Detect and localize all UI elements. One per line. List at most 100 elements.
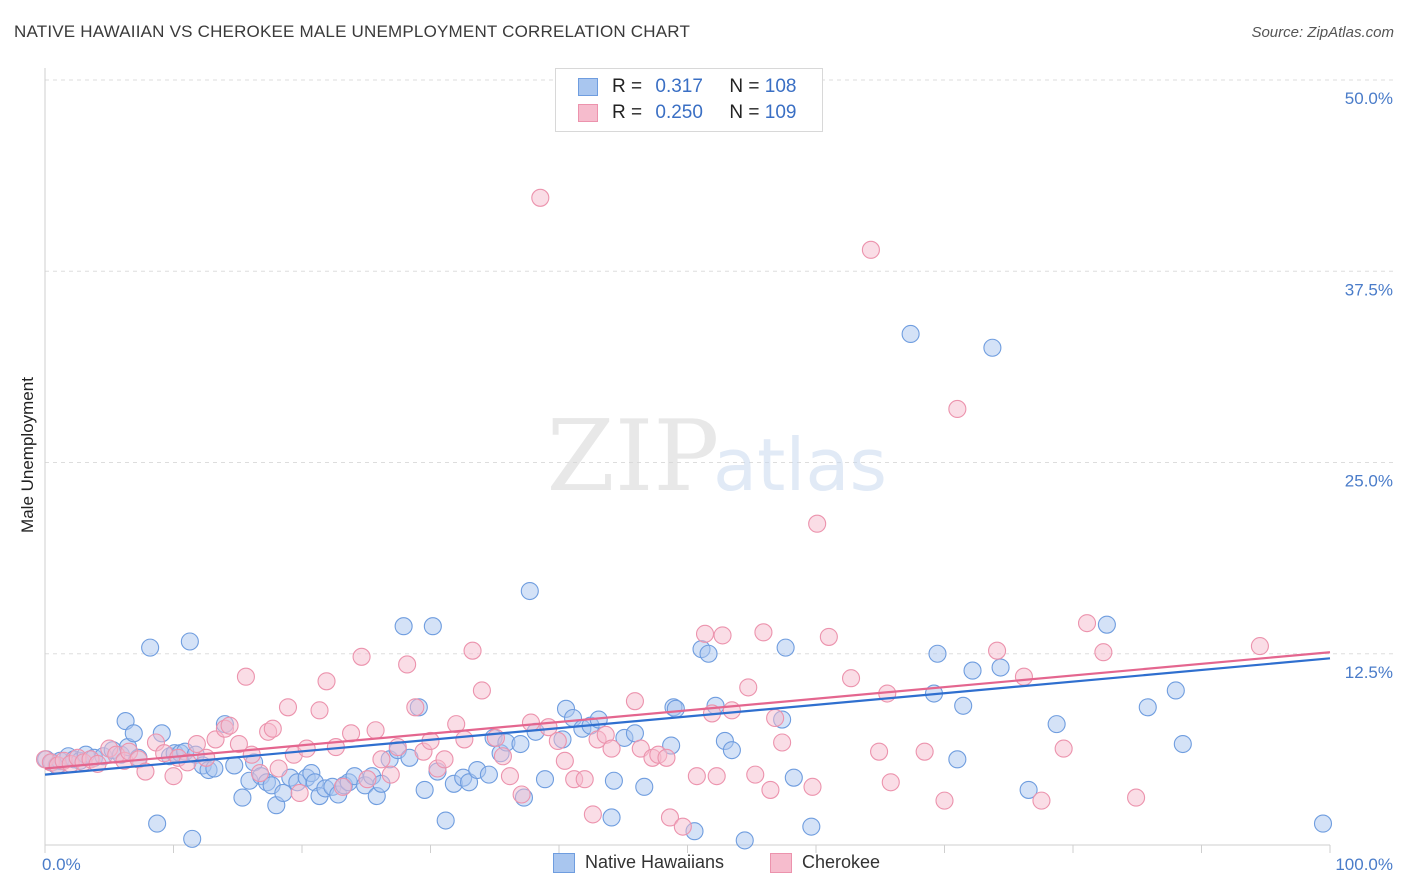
x-tick-label: 100.0% <box>1335 855 1393 874</box>
point-native-hawaiian <box>735 831 754 850</box>
point-cherokee <box>870 742 889 761</box>
point-cherokee <box>713 626 732 645</box>
point-native-hawaiian <box>1166 681 1185 700</box>
y-tick-label: 37.5% <box>1345 280 1393 299</box>
point-cherokee <box>486 728 505 747</box>
legend-r-value: 0.250 <box>655 102 703 123</box>
point-native-hawaiian <box>1097 615 1116 634</box>
trend-lines <box>44 651 1331 776</box>
point-cherokee <box>602 739 621 758</box>
point-cherokee <box>583 805 602 824</box>
point-cherokee <box>521 713 541 732</box>
point-cherokee <box>406 698 425 717</box>
point-cherokee <box>472 681 491 700</box>
point-cherokee <box>1077 614 1097 633</box>
point-cherokee <box>372 750 391 769</box>
point-cherokee <box>278 698 298 717</box>
point-native-hawaiian <box>802 817 821 836</box>
point-native-hawaiian <box>436 811 455 830</box>
point-cherokee <box>841 669 861 688</box>
point-cherokee <box>754 623 773 642</box>
point-cherokee <box>512 785 531 804</box>
point-cherokee <box>236 667 255 686</box>
point-cherokee <box>463 641 482 660</box>
point-native-hawaiian <box>784 768 803 787</box>
point-cherokee <box>808 514 827 533</box>
legend-n-label: N = <box>729 76 765 97</box>
point-cherokee <box>358 770 377 789</box>
point-cherokee <box>722 701 741 720</box>
point-cherokee <box>861 240 880 259</box>
point-native-hawaiian <box>180 632 199 651</box>
point-native-hawaiian <box>983 338 1002 357</box>
legend-n-value: 108 <box>764 76 797 97</box>
point-cherokee <box>220 716 239 735</box>
point-cherokee <box>500 767 519 786</box>
point-native-hawaiian <box>124 724 143 743</box>
point-native-hawaiian <box>520 581 539 601</box>
point-cherokee <box>187 734 206 754</box>
point-cherokee <box>673 817 692 836</box>
point-cherokee <box>1032 791 1051 810</box>
point-native-hawaiian <box>776 638 795 657</box>
point-cherokee <box>803 777 822 796</box>
point-cherokee <box>1250 637 1269 656</box>
point-cherokee <box>290 783 309 803</box>
point-native-hawaiian <box>394 617 413 636</box>
point-cherokee <box>381 765 400 784</box>
point-cherokee <box>229 734 248 754</box>
point-native-hawaiian <box>1019 780 1038 799</box>
point-cherokee <box>333 777 352 796</box>
point-cherokee <box>707 767 726 786</box>
point-cherokee <box>915 742 934 761</box>
point-native-hawaiian <box>148 814 167 833</box>
point-cherokee <box>739 678 758 697</box>
point-cherokee <box>881 773 900 792</box>
legend-n-label: N = <box>729 102 765 123</box>
point-native-hawaiian <box>722 741 741 760</box>
point-native-hawaiian <box>604 771 623 790</box>
point-cherokee <box>352 647 371 666</box>
point-cherokee <box>746 765 765 784</box>
point-cherokee <box>819 627 838 646</box>
point-cherokee <box>263 719 282 738</box>
point-native-hawaiian <box>948 750 967 769</box>
point-cherokee <box>657 748 676 767</box>
point-native-hawaiian <box>625 724 644 743</box>
point-cherokee <box>660 808 680 827</box>
point-native-hawaiian <box>928 644 947 663</box>
point-native-hawaiian <box>1313 814 1333 833</box>
point-cherokee <box>1127 788 1146 807</box>
point-native-hawaiian <box>1047 715 1066 734</box>
point-cherokee <box>555 751 574 770</box>
chart-title: NATIVE HAWAIIAN VS CHEROKEE MALE UNEMPLO… <box>14 22 691 41</box>
point-cherokee <box>317 672 336 691</box>
point-cherokee <box>136 762 155 781</box>
watermark-atlas: atlas <box>713 423 887 507</box>
point-native-hawaiian <box>991 658 1010 677</box>
axes <box>44 68 1331 853</box>
point-cherokee <box>366 721 385 740</box>
point-native-hawaiian <box>901 324 920 344</box>
point-native-hawaiian <box>1173 734 1192 754</box>
point-cherokee <box>625 692 644 711</box>
point-cherokee <box>948 399 967 419</box>
point-native-hawaiian <box>511 734 530 754</box>
legend-r-value: 0.317 <box>655 76 703 97</box>
point-native-hawaiian <box>1138 698 1157 717</box>
x-tick-label: 0.0% <box>42 855 81 874</box>
point-native-hawaiian <box>183 829 202 848</box>
point-cherokee <box>297 739 316 758</box>
legend-r-label: R = <box>612 102 648 123</box>
point-cherokee <box>1094 643 1113 662</box>
bottom-legend-label: Native Hawaiians <box>585 852 725 872</box>
point-native-hawaiian <box>635 777 654 796</box>
point-cherokee <box>455 730 474 749</box>
point-cherokee <box>269 759 288 778</box>
point-cherokee <box>435 750 454 769</box>
legend-swatch-blue <box>578 78 598 96</box>
point-native-hawaiian <box>535 770 555 789</box>
point-cherokee <box>447 715 466 734</box>
watermark-zip: ZIP <box>547 400 720 514</box>
legend-row-pink: R = 0.250 N = 109 <box>578 100 796 126</box>
